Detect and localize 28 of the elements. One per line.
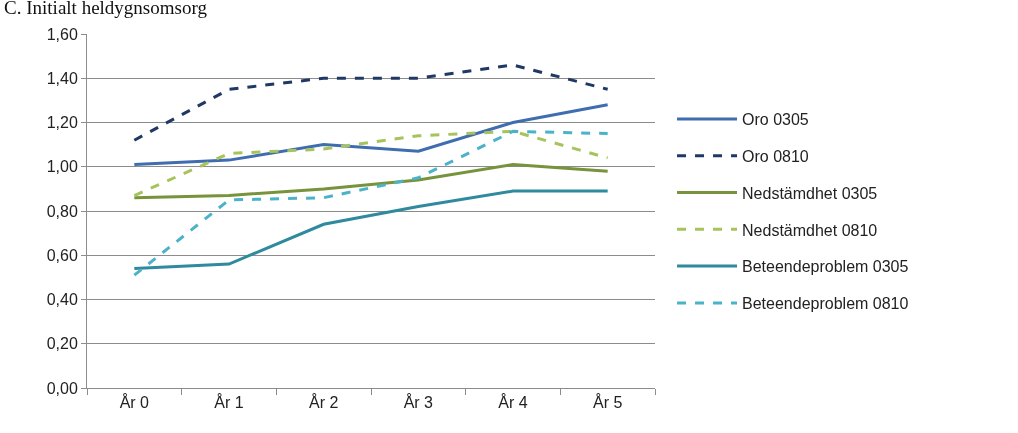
line-series [132, 163, 610, 200]
x-tick-label: År 3 [403, 393, 434, 412]
legend-label: Beteendeproblem 0810 [742, 295, 909, 313]
y-tick-label: 0,20 [46, 335, 78, 353]
x-tick-label: År 1 [214, 393, 244, 412]
legend-label: Nedstämdhet 0305 [742, 184, 878, 202]
line-series [132, 129, 610, 277]
y-tick-label: 1,60 [46, 25, 78, 43]
legend-label: Oro 0305 [742, 111, 809, 129]
line-series [132, 129, 610, 198]
chart-title: C. Initialt heldygnsomsorg [4, 0, 208, 19]
legend-label: Nedstämdhet 0810 [742, 221, 878, 239]
x-tick-label: År 2 [309, 393, 339, 412]
line-series [132, 189, 610, 271]
y-tick-label: 0,40 [46, 291, 78, 309]
x-tick-label: År 4 [498, 393, 528, 412]
y-tick-label: 0,00 [46, 379, 78, 397]
line-series [132, 63, 610, 142]
legend-label: Beteendeproblem 0305 [742, 258, 909, 276]
y-tick-label: 0,60 [46, 246, 78, 264]
y-tick-label: 1,40 [46, 69, 78, 87]
x-tick-label: År 5 [593, 393, 623, 412]
y-tick-label: 1,00 [46, 158, 78, 176]
line-series [132, 103, 610, 167]
legend-label: Oro 0810 [742, 147, 809, 165]
y-tick-label: 1,20 [46, 114, 78, 132]
y-tick-label: 0,80 [46, 202, 78, 220]
x-tick-label: År 0 [119, 393, 150, 412]
